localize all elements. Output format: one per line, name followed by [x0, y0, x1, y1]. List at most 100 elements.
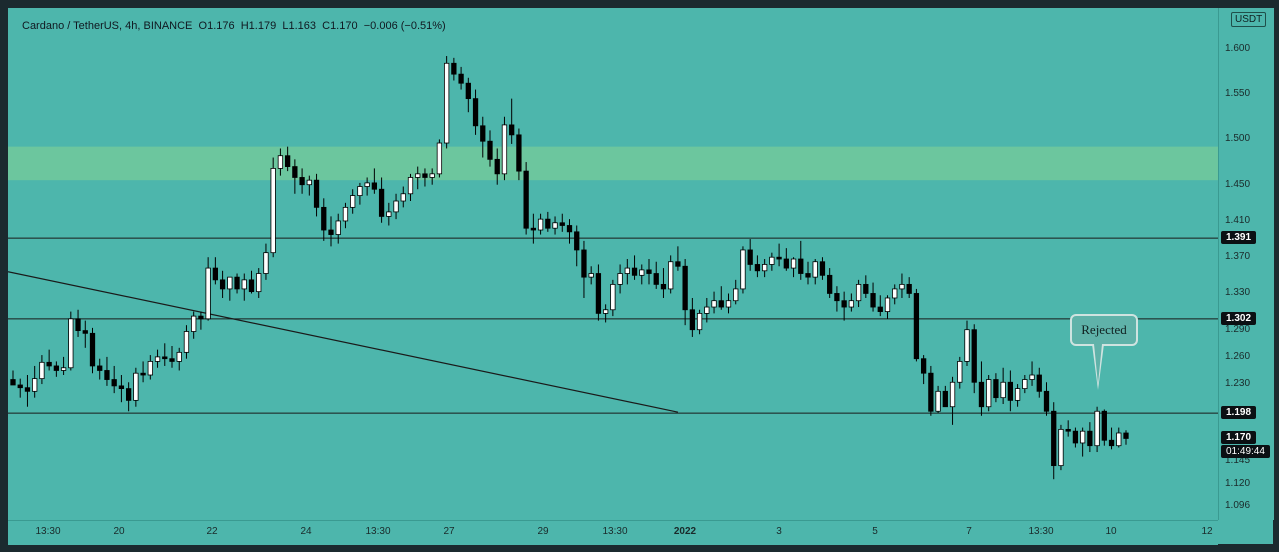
- candle[interactable]: [769, 252, 775, 271]
- candle[interactable]: [407, 173, 414, 202]
- candle[interactable]: [46, 349, 52, 371]
- candle[interactable]: [509, 98, 515, 144]
- candle[interactable]: [140, 361, 146, 383]
- candle[interactable]: [610, 279, 616, 317]
- candle[interactable]: [125, 382, 132, 412]
- candle[interactable]: [24, 375, 31, 407]
- candle[interactable]: [530, 213, 537, 244]
- candle[interactable]: [639, 264, 645, 285]
- candle[interactable]: [624, 259, 630, 285]
- candle[interactable]: [588, 266, 594, 285]
- candle[interactable]: [32, 365, 38, 398]
- candle[interactable]: [422, 168, 428, 187]
- candle[interactable]: [783, 248, 789, 271]
- candle[interactable]: [494, 148, 500, 185]
- candle[interactable]: [104, 356, 110, 386]
- candle[interactable]: [472, 89, 479, 135]
- candle[interactable]: [248, 270, 255, 294]
- candle[interactable]: [812, 259, 818, 285]
- candle[interactable]: [949, 376, 956, 425]
- candle[interactable]: [241, 273, 247, 301]
- candle[interactable]: [183, 325, 190, 359]
- candle[interactable]: [147, 355, 153, 380]
- candle[interactable]: [436, 139, 443, 178]
- candle[interactable]: [920, 355, 927, 385]
- candle[interactable]: [776, 243, 782, 267]
- candle[interactable]: [863, 275, 869, 298]
- candle[interactable]: [913, 288, 920, 362]
- candle[interactable]: [718, 286, 724, 310]
- candle[interactable]: [1108, 427, 1115, 450]
- candle[interactable]: [458, 66, 464, 90]
- candle[interactable]: [1014, 384, 1021, 407]
- candle[interactable]: [790, 257, 797, 278]
- candle[interactable]: [740, 246, 746, 294]
- trend-line[interactable]: [8, 271, 679, 413]
- candle[interactable]: [400, 186, 406, 208]
- candle[interactable]: [357, 182, 363, 205]
- candle[interactable]: [942, 385, 948, 408]
- candle[interactable]: [227, 276, 233, 301]
- candle[interactable]: [1116, 427, 1122, 448]
- candle[interactable]: [827, 268, 833, 298]
- candle[interactable]: [465, 77, 471, 113]
- candle[interactable]: [393, 193, 399, 220]
- candle[interactable]: [53, 361, 60, 377]
- candle[interactable]: [733, 279, 739, 305]
- candle[interactable]: [1043, 382, 1050, 416]
- candle[interactable]: [270, 157, 276, 258]
- candle[interactable]: [516, 128, 522, 181]
- candle[interactable]: [429, 168, 435, 185]
- candle[interactable]: [378, 177, 385, 223]
- candle[interactable]: [350, 189, 356, 214]
- candle[interactable]: [884, 295, 891, 319]
- candle[interactable]: [1065, 420, 1071, 437]
- candle[interactable]: [342, 202, 349, 229]
- candle[interactable]: [487, 130, 493, 167]
- candle[interactable]: [263, 243, 269, 280]
- candle[interactable]: [212, 257, 219, 285]
- candle[interactable]: [574, 225, 580, 267]
- candle[interactable]: [111, 365, 117, 394]
- price-axis[interactable]: 1 USDT 1.6001.5501.5001.4501.4101.3701.3…: [1218, 8, 1274, 520]
- candle[interactable]: [537, 213, 544, 235]
- candle[interactable]: [219, 270, 226, 298]
- candle[interactable]: [668, 255, 674, 294]
- candle[interactable]: [415, 166, 421, 190]
- candle[interactable]: [75, 309, 81, 337]
- candle[interactable]: [711, 291, 717, 314]
- candle[interactable]: [834, 286, 840, 312]
- candle[interactable]: [321, 198, 327, 241]
- candle[interactable]: [256, 268, 262, 298]
- currency-badge[interactable]: USDT: [1231, 12, 1267, 27]
- candle[interactable]: [877, 295, 883, 317]
- candle[interactable]: [162, 343, 168, 366]
- candle[interactable]: [1000, 367, 1006, 405]
- candle[interactable]: [1072, 427, 1079, 448]
- candle[interactable]: [870, 282, 876, 312]
- legend-symbol[interactable]: Cardano / TetherUS, 4h, BINANCE: [22, 20, 193, 32]
- candle[interactable]: [169, 346, 175, 368]
- candle[interactable]: [284, 146, 291, 172]
- candle[interactable]: [205, 257, 211, 321]
- candle[interactable]: [443, 56, 450, 149]
- candle[interactable]: [848, 293, 855, 312]
- candle[interactable]: [559, 213, 565, 232]
- candle[interactable]: [602, 304, 609, 323]
- candle[interactable]: [1087, 422, 1093, 453]
- candle[interactable]: [198, 311, 204, 330]
- candle[interactable]: [234, 273, 240, 294]
- candle[interactable]: [581, 240, 587, 298]
- candle[interactable]: [480, 116, 486, 158]
- candle[interactable]: [1007, 370, 1014, 412]
- supply-zone[interactable]: [8, 146, 1218, 181]
- candle[interactable]: [10, 370, 16, 386]
- candle[interactable]: [566, 219, 573, 244]
- candle[interactable]: [191, 311, 197, 339]
- candle[interactable]: [805, 261, 811, 285]
- candle[interactable]: [82, 320, 88, 348]
- candle[interactable]: [118, 375, 125, 403]
- rejected-callout[interactable]: Rejected: [1070, 314, 1138, 346]
- candle[interactable]: [68, 311, 74, 371]
- candle[interactable]: [1058, 424, 1064, 471]
